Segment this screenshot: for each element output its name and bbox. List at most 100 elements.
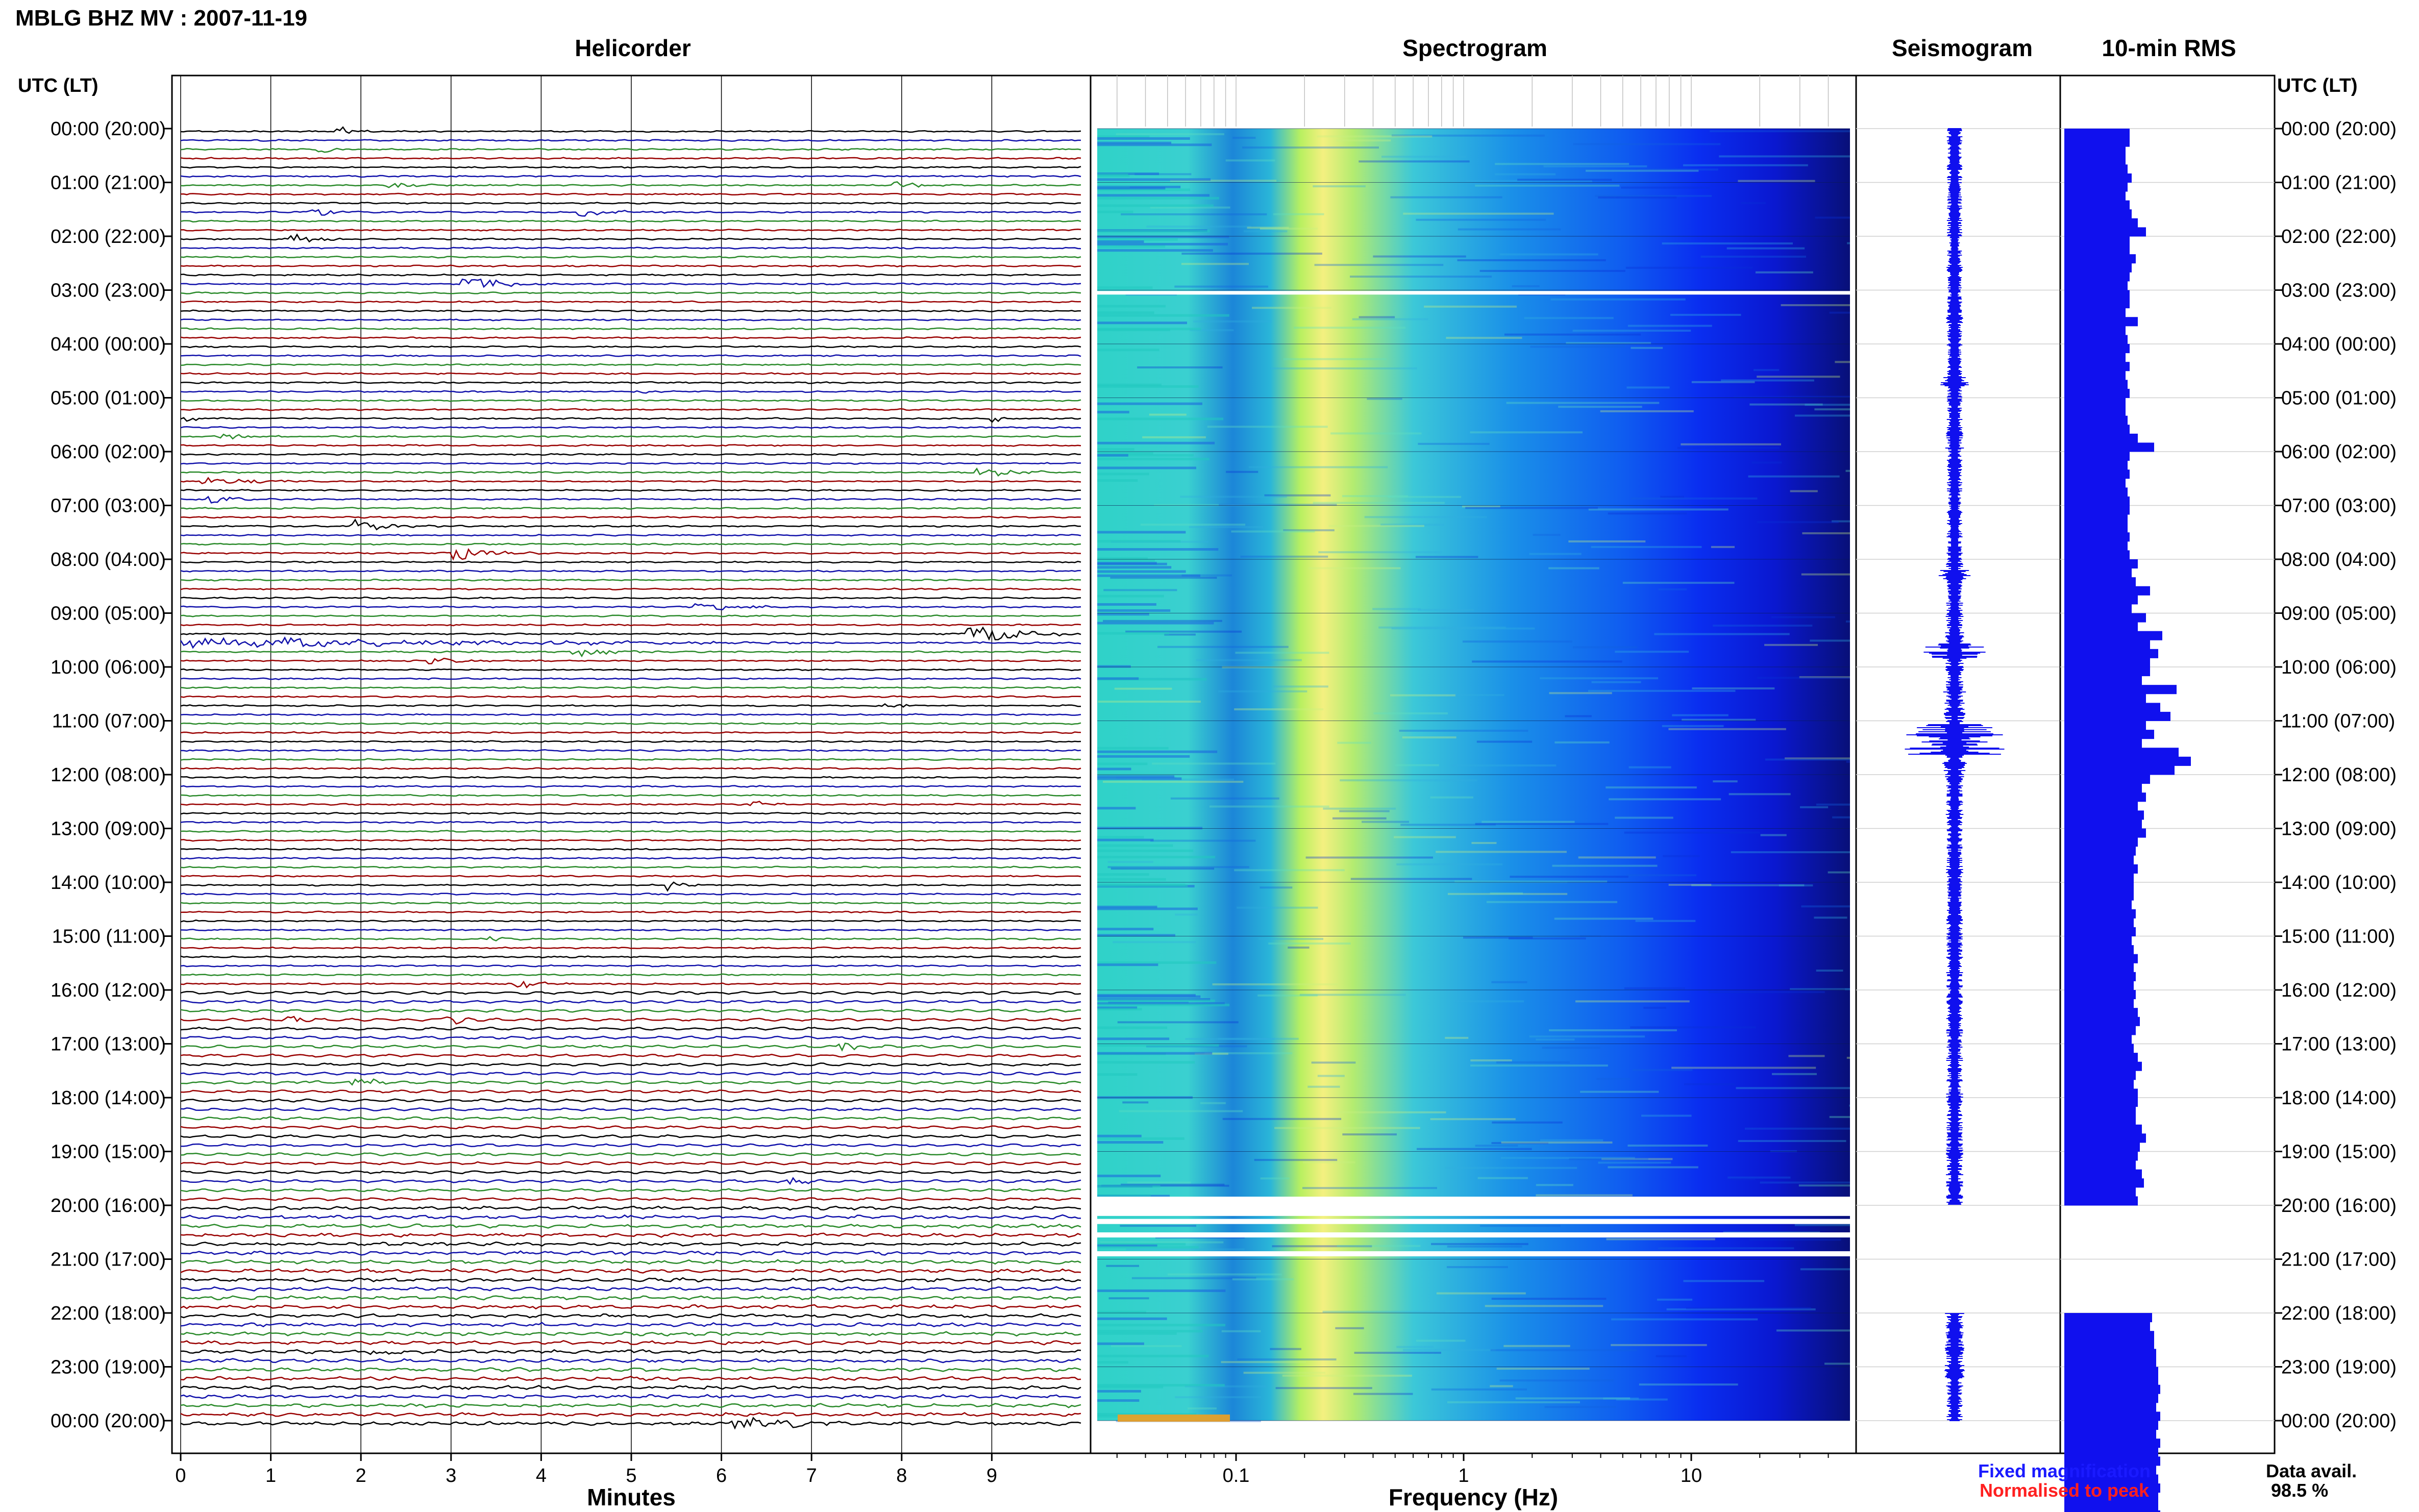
helicorder-trace — [180, 821, 1081, 824]
minute-tick-label: 9 — [986, 1465, 997, 1486]
spectrogram-texture — [1342, 1133, 1397, 1136]
spectrogram-lowfreq-band — [1097, 1243, 1186, 1246]
spectrogram-texture — [1554, 741, 1610, 743]
spectrogram-lowfreq-band — [1097, 1330, 1203, 1333]
spectrogram-lowfreq-band — [1097, 678, 1207, 681]
spectrogram-lowfreq-band — [1097, 137, 1190, 140]
spectrogram-texture — [1207, 426, 1328, 428]
rms-bar — [2064, 344, 2130, 354]
helicorder-trace — [180, 626, 1081, 641]
helicorder-trace — [180, 767, 1081, 770]
rms-bar — [2064, 738, 2142, 748]
spectrogram-texture — [1491, 981, 1527, 983]
seismogram-trace — [1905, 128, 2005, 1421]
time-label-right: 12:00 (08:00) — [2281, 764, 2397, 786]
spectrogram-texture — [1615, 651, 1689, 653]
rms-bar — [2064, 873, 2134, 883]
spectrogram-texture — [1457, 259, 1606, 261]
time-label-left: 07:00 (03:00) — [51, 495, 166, 517]
seismogram-title: Seismogram — [1892, 35, 2033, 61]
spectrogram-texture — [1367, 398, 1402, 400]
spectrogram-texture — [1234, 869, 1345, 872]
spectrogram-texture — [1332, 817, 1387, 820]
rms-bar — [2064, 730, 2154, 739]
minute-tick-label: 8 — [896, 1465, 907, 1486]
spectrogram-texture — [1283, 358, 1387, 360]
spectrogram-texture — [1399, 729, 1528, 732]
spectrogram-texture — [1242, 146, 1379, 149]
spectrogram-lowfreq-band — [1097, 609, 1171, 612]
spectrogram-texture — [1816, 803, 1850, 806]
spectrogram-texture — [1465, 507, 1598, 509]
spectrogram-texture — [1416, 1340, 1466, 1342]
spectrogram-texture — [1149, 413, 1187, 416]
spectrogram-texture — [1639, 1383, 1738, 1386]
rms-bar — [2064, 425, 2130, 434]
spectrogram-lowfreq-band — [1097, 594, 1164, 598]
rms-bar — [2064, 685, 2177, 695]
spectrogram-texture — [1779, 884, 1813, 887]
spectrogram-texture — [1445, 1036, 1469, 1039]
rms-bar — [2064, 245, 2130, 255]
helicorder-trace — [180, 649, 1081, 658]
spectrogram-texture — [1381, 156, 1467, 158]
spectrogram-lowfreq-band — [1097, 998, 1211, 1001]
helicorder-trace — [180, 731, 1081, 734]
spectrogram-texture — [1683, 164, 1808, 166]
spectrogram-texture — [1328, 525, 1424, 527]
rms-bar — [2064, 1017, 2140, 1026]
spectrogram-texture — [1727, 1176, 1791, 1179]
spectrogram-texture — [1212, 983, 1338, 986]
spectrogram-texture — [1308, 567, 1401, 569]
spectrogram-texture — [1313, 502, 1445, 504]
spectrogram-texture — [1670, 314, 1741, 316]
spectrogram-texture — [1342, 495, 1409, 498]
rms-bar — [2064, 711, 2170, 721]
spectrogram-texture — [1601, 1158, 1673, 1160]
helicorder-trace — [180, 1367, 1081, 1373]
rms-bar — [2064, 801, 2138, 811]
spectrogram-texture — [1656, 1355, 1687, 1357]
spectrogram-lowfreq-band — [1097, 1037, 1170, 1040]
time-label-left: 03:00 (23:00) — [51, 280, 166, 302]
spectrogram-texture — [1510, 876, 1628, 878]
spectrogram-lowfreq-band — [1097, 856, 1215, 859]
time-label-right: 20:00 (16:00) — [2281, 1195, 2397, 1217]
spectrogram-lowfreq-band — [1097, 329, 1171, 332]
spectrogram-lowfreq-band — [1097, 349, 1159, 352]
spectrogram-lowfreq-band — [1097, 1317, 1167, 1320]
spectrogram-texture — [1508, 937, 1586, 940]
helicorder-trace — [180, 636, 1081, 649]
spectrogram-texture — [1700, 255, 1807, 258]
spectrogram-lowfreq-band — [1097, 562, 1167, 565]
helicorder-trace — [180, 453, 1081, 456]
data-availability-value: 98.5 % — [2271, 1480, 2328, 1501]
rms-bar — [2064, 909, 2136, 919]
helicorder-trace — [180, 686, 1081, 689]
rms-title: 10-min RMS — [2102, 35, 2236, 61]
helicorder-trace — [180, 881, 1081, 892]
spectrogram-texture — [1181, 253, 1322, 255]
spectrogram-texture — [1832, 520, 1850, 523]
spectrogram-texture — [1110, 1345, 1182, 1347]
helicorder-trace — [180, 955, 1081, 959]
spectrogram-texture — [1164, 633, 1196, 636]
spectrogram-texture — [1108, 1001, 1189, 1004]
spectrogram-lowfreq-band — [1097, 767, 1131, 771]
spectrogram-texture — [1188, 1407, 1217, 1410]
helicorder-trace — [180, 548, 1081, 561]
spectrogram-texture — [1749, 403, 1823, 406]
spectrogram-texture — [1116, 133, 1224, 135]
spectrogram-lowfreq-band — [1097, 411, 1129, 414]
rms-bar — [2064, 209, 2132, 219]
spectrogram-texture — [1530, 345, 1625, 348]
rms-bar — [2064, 1142, 2140, 1152]
spectrogram-lowfreq-band — [1097, 383, 1162, 386]
spectrogram-texture — [1120, 1225, 1197, 1227]
rms-bar — [2064, 523, 2128, 533]
helicorder-trace — [180, 233, 1081, 243]
spectrogram-texture — [1600, 410, 1694, 412]
helicorder-trace — [180, 893, 1081, 896]
helicorder-trace — [180, 518, 1081, 531]
